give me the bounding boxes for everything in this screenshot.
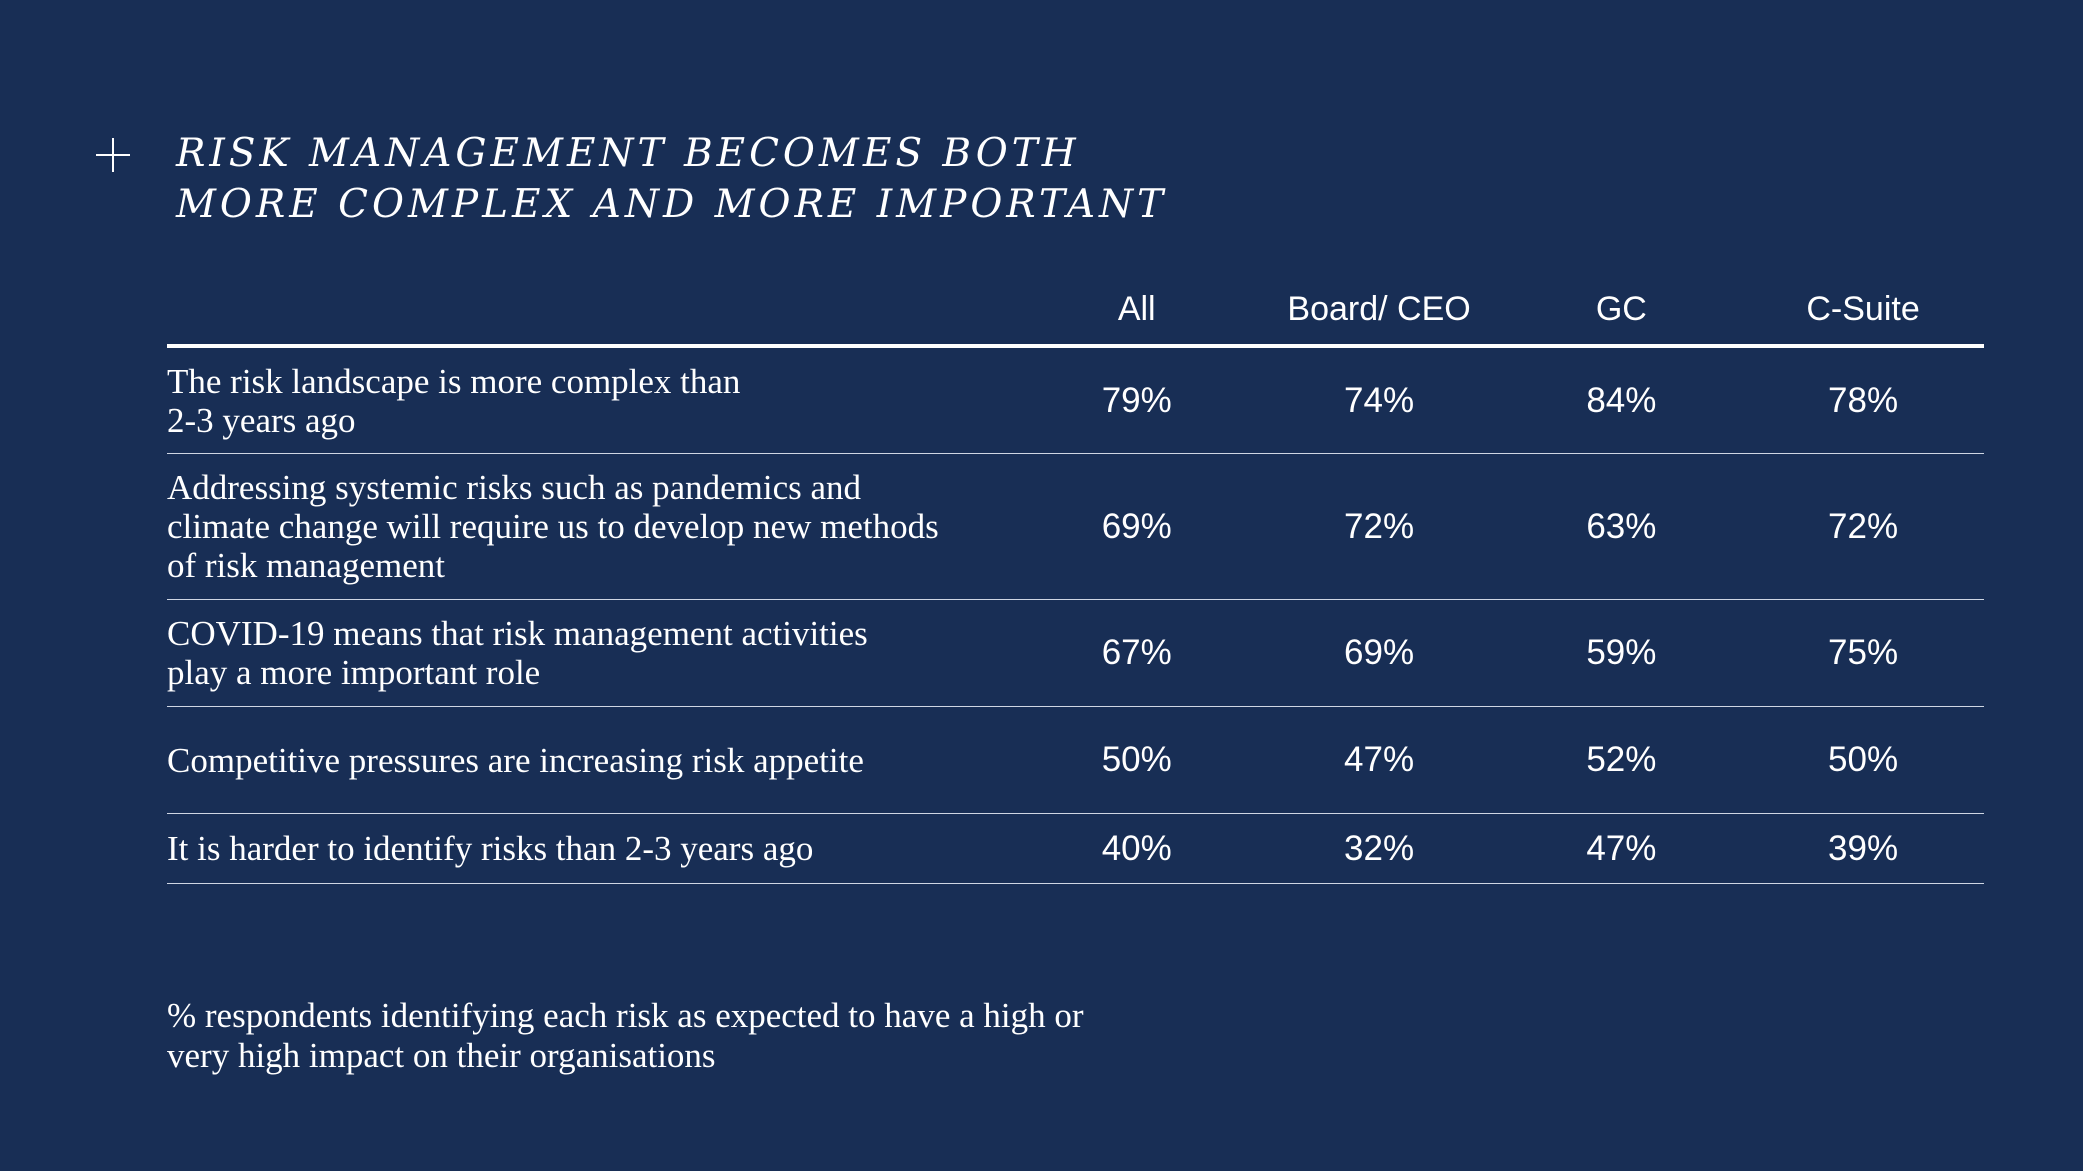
footnote: % respondents identifying each risk as e… — [167, 996, 1084, 1075]
table-row: The risk landscape is more complex than … — [167, 346, 1984, 454]
row-label: It is harder to identify risks than 2-3 … — [167, 829, 814, 868]
title-line-1: RISK MANAGEMENT BECOMES BOTH — [176, 131, 1080, 176]
table-row: Competitive pressures are increasing ris… — [167, 706, 1984, 814]
cell-all: 40% — [1016, 813, 1258, 884]
cell-c-suite: 72% — [1742, 453, 1984, 600]
row-label: The risk landscape is more complex than … — [167, 361, 741, 440]
header-row: All Board/ CEO GC C-Suite — [167, 270, 1984, 348]
header-label-spacer — [167, 270, 1016, 348]
survey-table: All Board/ CEO GC C-Suite The risk lands… — [167, 270, 1984, 884]
cell-gc: 47% — [1500, 813, 1743, 884]
column-header-c-suite: C-Suite — [1742, 270, 1984, 348]
cell-all: 79% — [1016, 346, 1258, 454]
cell-board-ceo: 74% — [1257, 346, 1501, 454]
row-label: Addressing systemic risks such as pandem… — [167, 468, 939, 585]
column-header-gc: GC — [1500, 270, 1743, 348]
table-row: COVID-19 means that risk management acti… — [167, 599, 1984, 707]
cell-all: 67% — [1016, 599, 1258, 707]
cell-board-ceo: 72% — [1257, 453, 1501, 600]
page-title: RISK MANAGEMENT BECOMES BOTH MORE COMPLE… — [176, 128, 1167, 230]
cell-all: 69% — [1016, 453, 1258, 600]
table-row: It is harder to identify risks than 2-3 … — [167, 813, 1984, 884]
cell-gc: 59% — [1500, 599, 1743, 707]
cell-board-ceo: 47% — [1257, 706, 1501, 814]
cell-board-ceo: 69% — [1257, 599, 1501, 707]
plus-icon — [96, 138, 130, 172]
cell-all: 50% — [1016, 706, 1258, 814]
cell-gc: 84% — [1500, 346, 1743, 454]
cell-c-suite: 50% — [1742, 706, 1984, 814]
cell-c-suite: 78% — [1742, 346, 1984, 454]
cell-gc: 52% — [1500, 706, 1743, 814]
table-row: Addressing systemic risks such as pandem… — [167, 453, 1984, 600]
row-label: Competitive pressures are increasing ris… — [167, 740, 864, 780]
cell-gc: 63% — [1500, 453, 1743, 600]
row-label: COVID-19 means that risk management acti… — [167, 614, 868, 692]
column-header-board-ceo: Board/ CEO — [1257, 270, 1501, 348]
cell-board-ceo: 32% — [1257, 813, 1501, 884]
column-header-all: All — [1016, 270, 1258, 348]
cell-c-suite: 75% — [1742, 599, 1984, 707]
title-line-2: MORE COMPLEX AND MORE IMPORTANT — [176, 182, 1168, 227]
cell-c-suite: 39% — [1742, 813, 1984, 884]
